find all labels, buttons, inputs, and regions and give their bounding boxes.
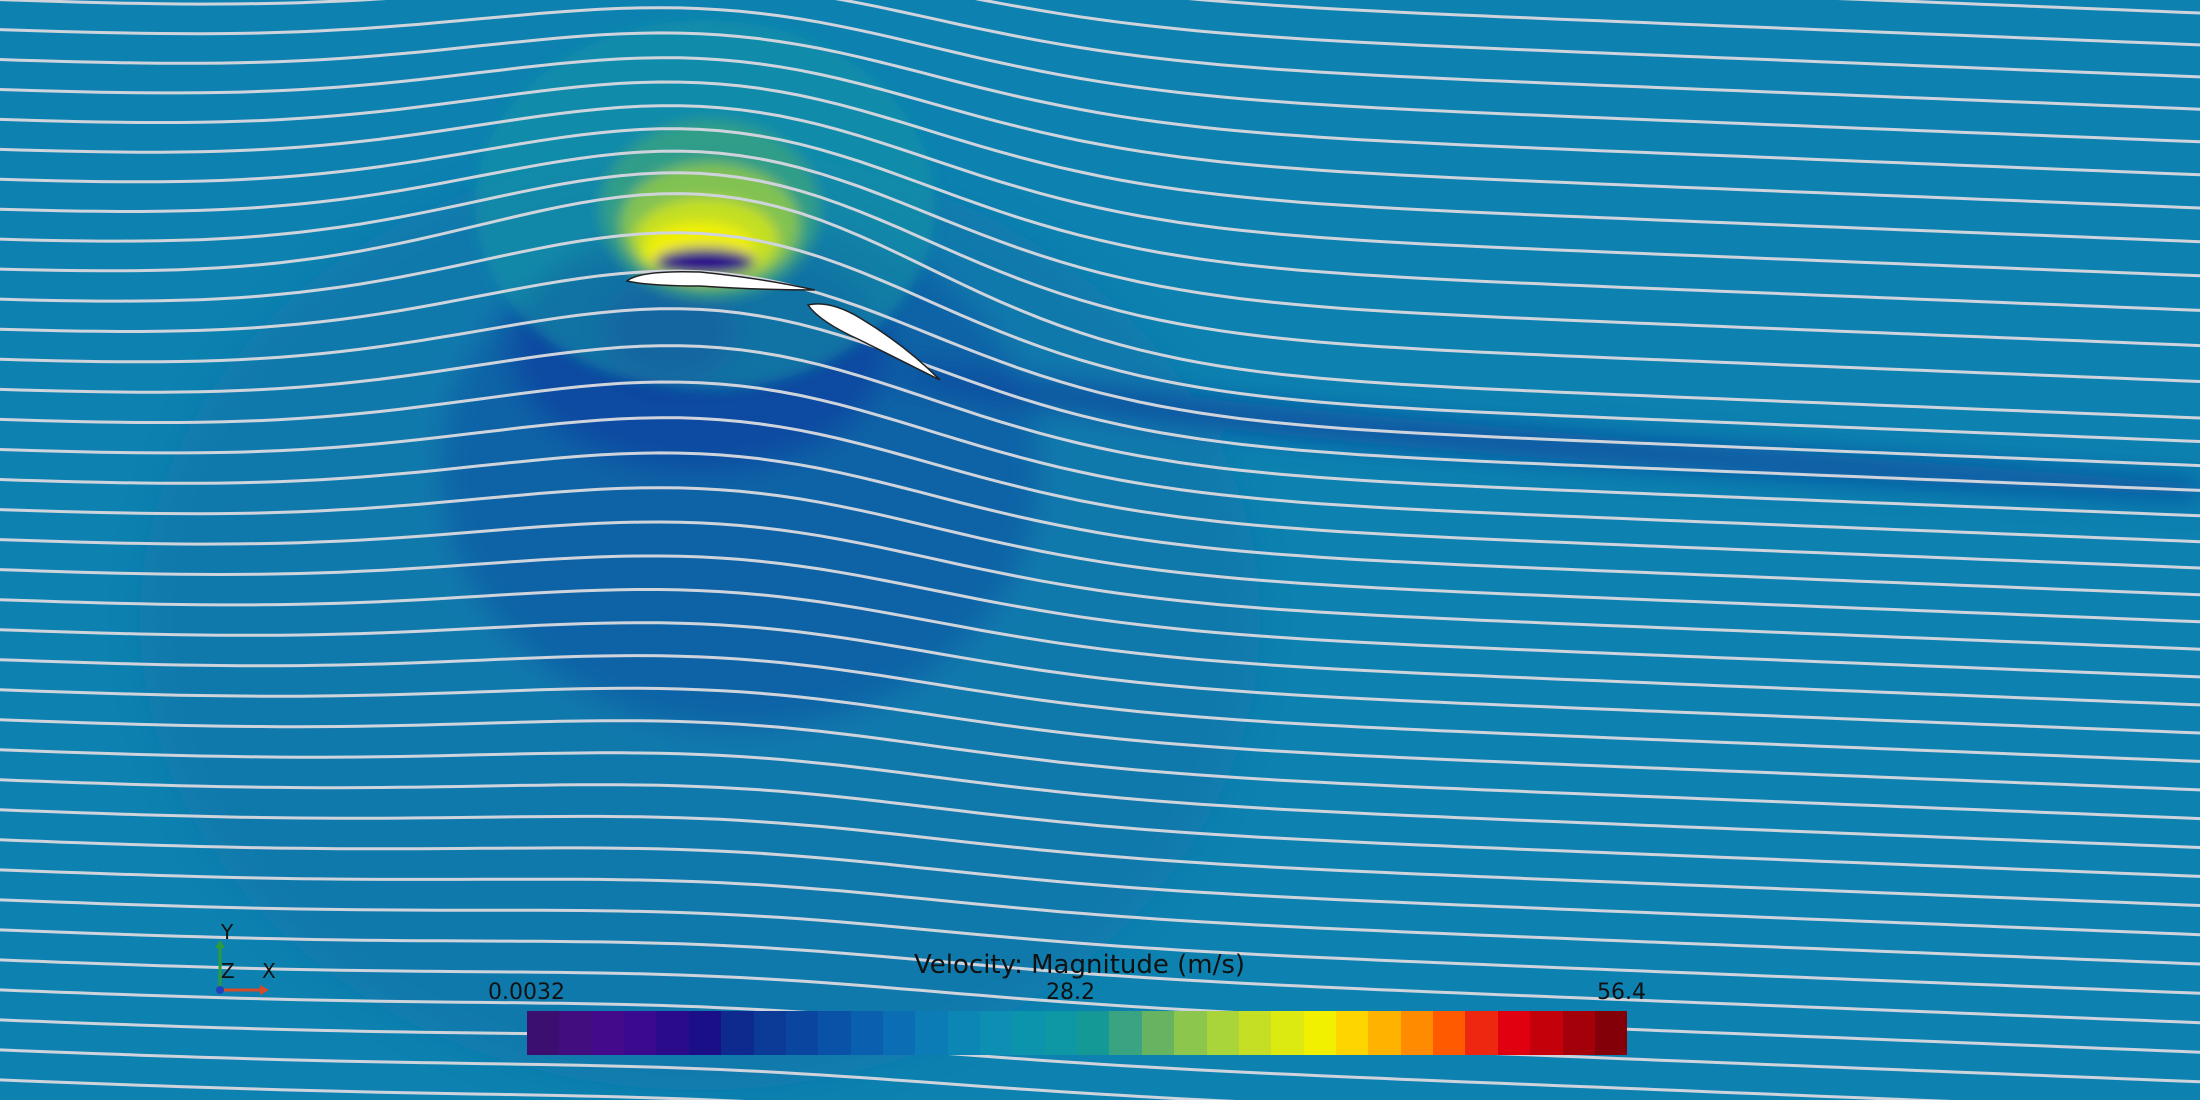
colorbar [527,1011,1628,1055]
streamline [0,748,2200,849]
colorbar-swatch [915,1011,948,1055]
streamline [0,171,2200,383]
colorbar-swatch [721,1011,754,1055]
streamline [0,718,2200,821]
streamline [0,654,2200,763]
colorbar-swatch [624,1011,657,1055]
streamline [0,898,2200,995]
streamline [0,778,2200,878]
streamline [0,307,2200,492]
streamline [0,868,2200,966]
colorbar-swatch [980,1011,1013,1055]
y-axis-label: Y [221,920,234,944]
streamline [0,958,2200,1054]
colorbar-swatch [688,1011,722,1055]
x-axis-label: X [262,959,276,983]
z-axis-label: Z [221,959,235,983]
z-axis-dot [216,986,224,994]
streamline [0,621,2200,735]
main-element-airfoil [625,270,816,291]
streamline [0,192,2200,420]
streamline [0,127,2200,312]
colorbar-swatch [1109,1011,1142,1055]
streamline [0,928,2200,1025]
streamline [0,1048,1237,1100]
colorbar-swatch [1368,1011,1401,1055]
streamline [0,451,2200,597]
colorbar-swatch [1174,1011,1207,1055]
colorbar-swatch [1594,1011,1628,1055]
colorbar-swatch [850,1011,883,1055]
streamline [0,149,2200,348]
high-speed-region [475,20,935,390]
colorbar-swatch [1141,1011,1175,1055]
streamline [0,56,2200,210]
colorbar-swatch [1238,1011,1272,1055]
colorbar-max-label: 56.4 [1597,980,1646,1005]
colorbar-swatch [818,1011,851,1055]
colorbar-swatch [785,1011,819,1055]
streamline [1188,0,2200,47]
colorbar-swatch [1530,1011,1563,1055]
axes-triad [215,940,269,995]
colorbar-swatch [1335,1011,1369,1055]
streamline [0,380,2200,544]
colorbar-swatch [1433,1011,1466,1055]
colorbar-swatch [1206,1011,1239,1055]
colorbar-title: Velocity: Magnitude (m/s) [914,950,1246,980]
streamline [0,31,2200,177]
streamline [0,0,2200,111]
colorbar-swatch [1400,1011,1434,1055]
streamline [0,808,2200,907]
streamline [0,416,2200,570]
colorbar-swatch [1012,1011,1045,1055]
streamline [0,104,2200,278]
colorbar-swatch [882,1011,916,1055]
flap-airfoil [806,303,941,381]
streamline [0,588,2200,707]
colorbar-swatch [1303,1011,1336,1055]
streamline [0,269,2200,468]
colorbar-swatch [753,1011,786,1055]
streamline [0,80,2200,244]
streamline [0,231,2200,443]
streamline [0,1018,1953,1100]
streamline [0,520,2200,651]
colorbar-swatch [1077,1011,1110,1055]
colorbar-swatch [1465,1011,1498,1055]
colorbar-swatch [591,1011,625,1055]
streamline [0,686,2200,792]
colorbar-swatch [1562,1011,1595,1055]
colorbar-swatch [1497,1011,1531,1055]
streamline [0,838,2200,937]
streamline [0,6,2200,144]
colorbar-swatch [656,1011,689,1055]
streamline [974,0,2200,79]
streamline [0,1078,745,1100]
colorbar-min-label: 0.0032 [488,980,565,1005]
streamline [0,554,2200,679]
colorbar-swatch [559,1011,592,1055]
streamline [0,486,2200,624]
colorbar-swatch [1271,1011,1304,1055]
colorbar-swatch [947,1011,981,1055]
colorbar-swatch [1044,1011,1078,1055]
colorbar-mid-label: 28.2 [1046,980,1095,1005]
streamline [0,344,2200,518]
colorbar-swatch [527,1011,560,1055]
